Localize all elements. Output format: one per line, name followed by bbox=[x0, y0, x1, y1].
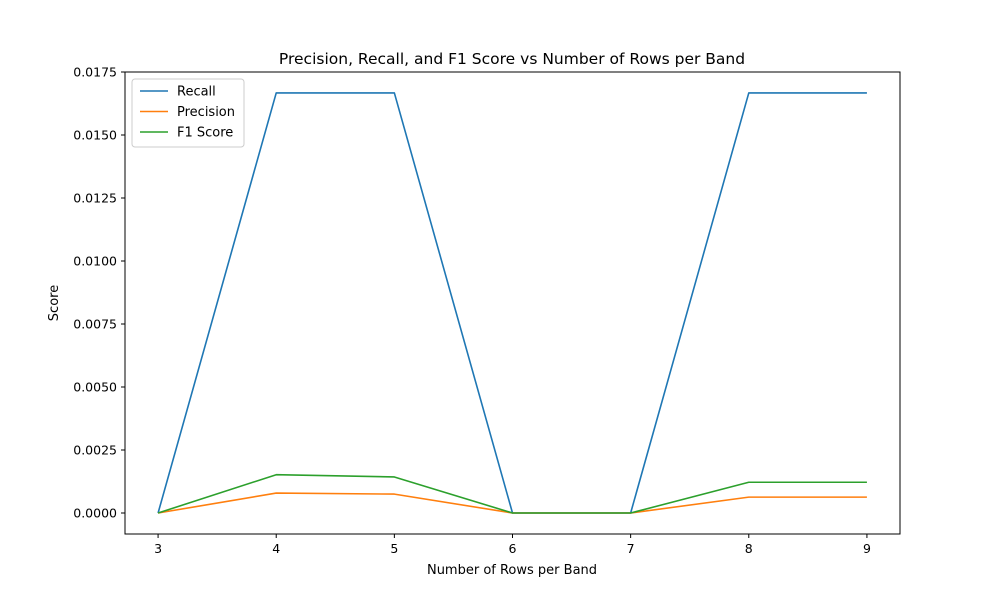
y-tick-label: 0.0075 bbox=[73, 317, 117, 332]
x-tick-label: 3 bbox=[154, 541, 162, 556]
legend-label: Precision bbox=[177, 105, 235, 120]
legend-label: F1 Score bbox=[177, 126, 233, 141]
y-tick-label: 0.0150 bbox=[73, 128, 117, 143]
x-tick-label: 6 bbox=[509, 541, 517, 556]
y-axis-label: Score bbox=[47, 285, 62, 321]
y-tick-label: 0.0125 bbox=[73, 191, 117, 206]
y-tick-label: 0.0100 bbox=[73, 254, 117, 269]
x-tick-label: 4 bbox=[272, 541, 280, 556]
x-tick-label: 9 bbox=[863, 541, 871, 556]
x-axis-label: Number of Rows per Band bbox=[427, 563, 597, 578]
x-axis: 3 4 5 6 7 8 9 bbox=[154, 534, 871, 556]
series-line-recall bbox=[157, 92, 867, 514]
x-tick-label: 5 bbox=[390, 541, 398, 556]
chart-title: Precision, Recall, and F1 Score vs Numbe… bbox=[279, 50, 745, 68]
y-tick-label: 0.0000 bbox=[73, 506, 117, 521]
x-tick-label: 8 bbox=[745, 541, 753, 556]
y-tick-label: 0.0025 bbox=[73, 443, 117, 458]
legend-label: Recall bbox=[177, 85, 216, 100]
legend: Recall Precision F1 Score bbox=[131, 78, 245, 148]
legend-box bbox=[131, 78, 245, 148]
series-line-f1-score bbox=[157, 473, 867, 514]
y-tick-label: 0.0050 bbox=[73, 380, 117, 395]
x-tick-label: 7 bbox=[627, 541, 635, 556]
series-line-precision bbox=[157, 492, 867, 514]
y-tick-label: 0.0175 bbox=[73, 65, 117, 80]
y-axis: 0.0000 0.0025 0.0050 0.0075 0.0100 0.0125 0.01… bbox=[73, 65, 125, 521]
